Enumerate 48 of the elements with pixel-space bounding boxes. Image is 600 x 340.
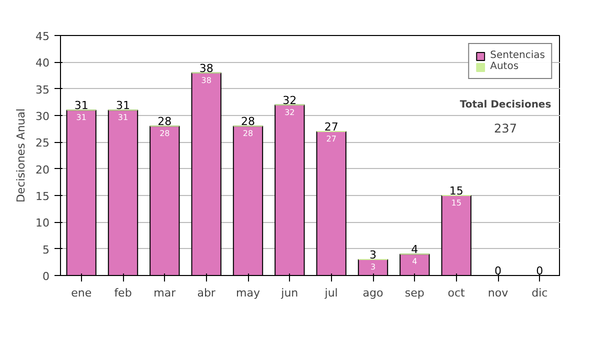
y-tick-label: 10 [36, 216, 50, 230]
x-tick-label: feb [114, 286, 132, 300]
total-label: 4 [411, 243, 418, 256]
y-tick-label: 0 [42, 270, 50, 283]
x-tick-label: oct [448, 286, 466, 300]
y-tick-label: 5 [42, 243, 50, 256]
x-tick-label: ene [71, 286, 92, 300]
total-label: 28 [158, 115, 172, 128]
x-tick-label: dic [532, 286, 548, 300]
data-label: 31 [118, 113, 128, 122]
annotation: Total Decisiones [460, 100, 552, 110]
data-label: 31 [76, 113, 86, 122]
y-tick-label: 20 [36, 163, 50, 176]
y-tick-label: 35 [36, 83, 50, 96]
x-tick-label: ago [362, 286, 384, 300]
x-tick-label: mar [154, 286, 176, 300]
y-tick-label: 40 [36, 56, 50, 70]
x-tick-label: sep [404, 286, 424, 300]
data-label: 28 [242, 129, 254, 138]
y-tick-label: 25 [36, 136, 50, 150]
total-label: 31 [74, 99, 88, 112]
total-label: 28 [241, 115, 255, 128]
legend-label: Sentencias [490, 50, 545, 61]
y-tick-label: 45 [36, 30, 50, 43]
y-axis-title: Decisiones Anual [14, 108, 28, 203]
total-label: 32 [282, 94, 297, 107]
total-label: 3 [370, 248, 376, 262]
data-label: 4 [412, 257, 418, 266]
data-label: 38 [201, 76, 212, 85]
data-label: 32 [284, 108, 295, 117]
data-label: 3 [370, 262, 376, 272]
legend-label: Autos [490, 61, 519, 72]
data-label: 27 [326, 134, 336, 144]
total-label: 27 [324, 120, 338, 134]
total-label: 31 [116, 99, 130, 112]
x-tick-label: jul [324, 286, 338, 300]
y-tick-label: 15 [36, 190, 50, 203]
total-label: 0 [536, 264, 544, 278]
data-label: 15 [451, 198, 462, 208]
total-label: 38 [199, 62, 214, 75]
x-tick-label: may [236, 286, 260, 300]
x-tick-label: abr [197, 286, 216, 300]
y-tick-label: 30 [36, 110, 50, 123]
annotation: 237 [494, 122, 517, 136]
x-tick-label: nov [488, 286, 509, 300]
x-tick-label: jun [280, 286, 298, 300]
total-label: 15 [449, 184, 464, 198]
data-label: 28 [160, 129, 170, 138]
